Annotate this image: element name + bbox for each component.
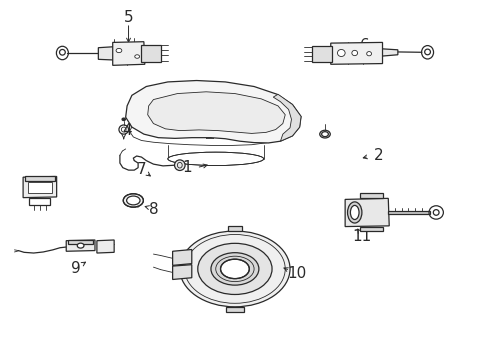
Polygon shape: [25, 176, 55, 181]
Polygon shape: [125, 81, 301, 143]
Polygon shape: [23, 176, 57, 198]
Ellipse shape: [197, 243, 271, 294]
Ellipse shape: [366, 51, 371, 56]
Polygon shape: [147, 92, 285, 134]
Ellipse shape: [77, 243, 84, 248]
Polygon shape: [172, 265, 191, 279]
Polygon shape: [112, 42, 144, 66]
Polygon shape: [359, 226, 383, 231]
Ellipse shape: [116, 48, 122, 53]
Ellipse shape: [347, 202, 361, 223]
Text: 7: 7: [136, 162, 146, 177]
Ellipse shape: [351, 50, 357, 56]
Polygon shape: [359, 193, 383, 198]
Polygon shape: [66, 240, 95, 251]
Polygon shape: [380, 49, 397, 56]
Text: 3: 3: [39, 176, 49, 191]
Text: 6: 6: [359, 39, 368, 53]
Ellipse shape: [350, 206, 358, 220]
Text: 8: 8: [148, 202, 158, 217]
Polygon shape: [98, 47, 115, 60]
Ellipse shape: [123, 194, 143, 207]
Ellipse shape: [122, 118, 125, 121]
Text: 5: 5: [123, 10, 133, 25]
Text: 1: 1: [182, 160, 191, 175]
Polygon shape: [330, 42, 382, 64]
Text: 10: 10: [287, 266, 306, 281]
Ellipse shape: [337, 49, 345, 57]
Text: 2: 2: [373, 148, 383, 163]
Text: 9: 9: [71, 261, 81, 276]
Ellipse shape: [126, 196, 140, 205]
Polygon shape: [172, 249, 191, 265]
Polygon shape: [311, 46, 331, 62]
Polygon shape: [345, 198, 388, 226]
Polygon shape: [387, 211, 429, 214]
Polygon shape: [141, 45, 160, 62]
Text: 11: 11: [351, 229, 371, 244]
Polygon shape: [273, 94, 301, 141]
Polygon shape: [227, 226, 242, 231]
Ellipse shape: [432, 210, 438, 215]
Ellipse shape: [180, 231, 289, 307]
Polygon shape: [226, 307, 243, 312]
Ellipse shape: [319, 130, 329, 138]
Ellipse shape: [174, 160, 184, 171]
Ellipse shape: [167, 152, 263, 166]
Polygon shape: [97, 240, 114, 253]
Polygon shape: [28, 182, 52, 193]
Ellipse shape: [210, 253, 258, 285]
Text: 4: 4: [122, 123, 132, 138]
Polygon shape: [68, 240, 93, 244]
Ellipse shape: [220, 259, 249, 279]
Ellipse shape: [321, 132, 328, 136]
Ellipse shape: [135, 55, 139, 58]
